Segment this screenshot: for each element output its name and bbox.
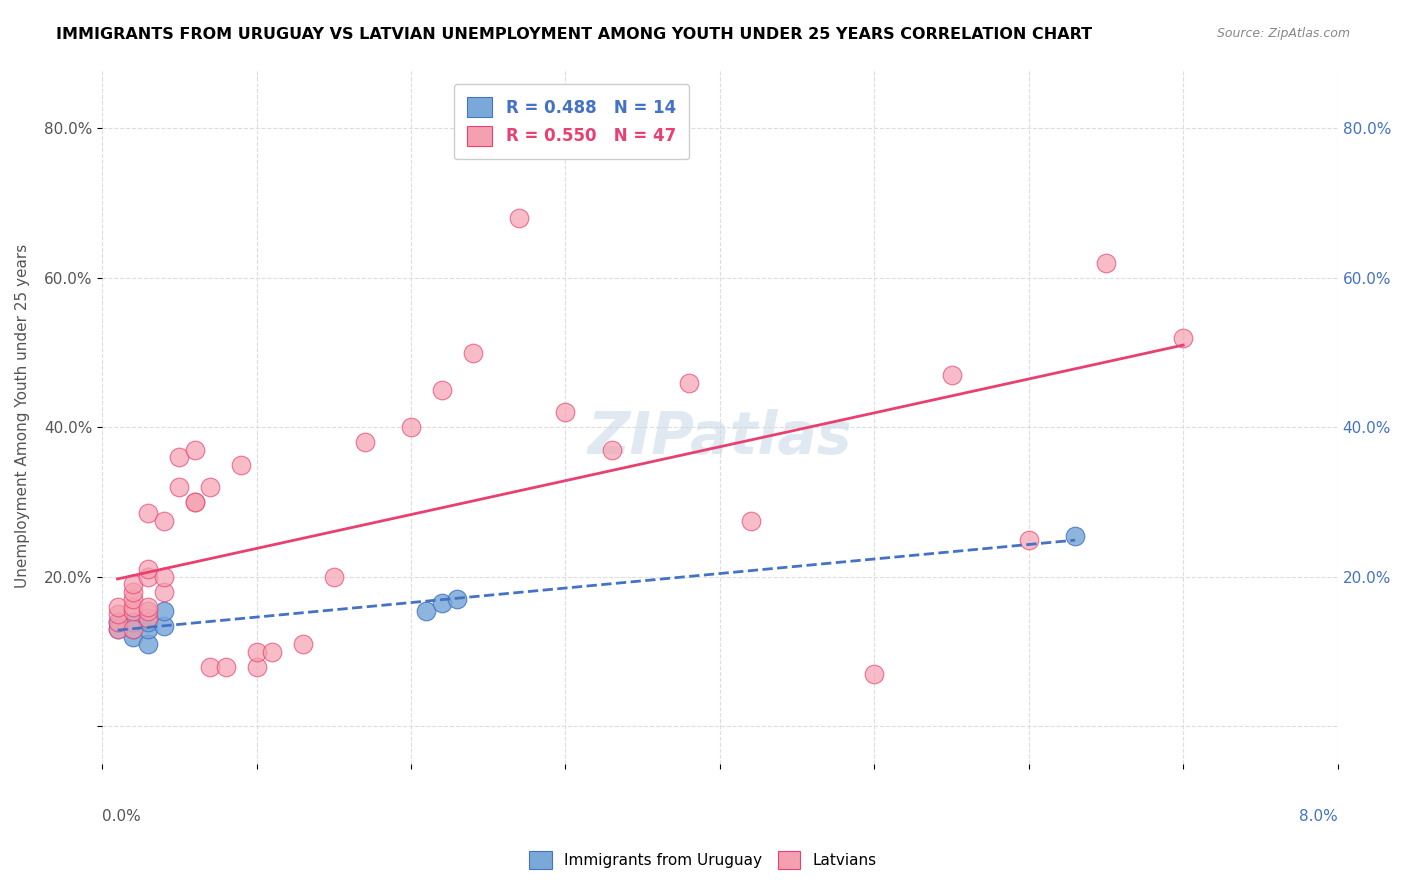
Point [138, 603, 160, 617]
Point [184, 442, 207, 457]
Point [740, 514, 762, 528]
Point [107, 622, 129, 636]
Point [138, 599, 160, 614]
Point [554, 405, 576, 419]
Point [107, 607, 129, 622]
Point [107, 599, 129, 614]
Point [153, 585, 176, 599]
Point [399, 420, 422, 434]
Point [138, 562, 160, 576]
Point [941, 368, 963, 382]
Point [184, 495, 207, 509]
Point [245, 645, 267, 659]
Point [508, 211, 530, 225]
Point [215, 659, 238, 673]
Point [138, 507, 160, 521]
Point [600, 442, 623, 457]
Point [138, 570, 160, 584]
Point [184, 495, 207, 509]
Point [1064, 529, 1087, 543]
Point [415, 603, 437, 617]
Point [122, 592, 145, 607]
Point [122, 615, 145, 629]
Point [229, 458, 252, 472]
Point [1095, 256, 1118, 270]
Point [122, 599, 145, 614]
Point [122, 630, 145, 644]
Point [153, 514, 176, 528]
Point [153, 603, 176, 617]
Y-axis label: Unemployment Among Youth under 25 years: Unemployment Among Youth under 25 years [15, 244, 30, 589]
Point [678, 376, 700, 390]
Point [461, 345, 484, 359]
Point [446, 592, 468, 607]
Point [200, 480, 222, 494]
Text: IMMIGRANTS FROM URUGUAY VS LATVIAN UNEMPLOYMENT AMONG YOUTH UNDER 25 YEARS CORRE: IMMIGRANTS FROM URUGUAY VS LATVIAN UNEMP… [56, 27, 1092, 42]
Point [1018, 533, 1040, 547]
Point [322, 570, 344, 584]
Point [169, 450, 191, 465]
Point [122, 622, 145, 636]
Point [138, 615, 160, 629]
Point [107, 622, 129, 636]
Point [200, 659, 222, 673]
Point [430, 383, 453, 397]
Text: Source: ZipAtlas.com: Source: ZipAtlas.com [1216, 27, 1350, 40]
Point [122, 603, 145, 617]
Point [353, 435, 375, 450]
Point [122, 585, 145, 599]
Point [153, 618, 176, 632]
Point [122, 577, 145, 591]
Point [245, 659, 267, 673]
Point [169, 480, 191, 494]
Text: 8.0%: 8.0% [1299, 809, 1337, 824]
Point [430, 596, 453, 610]
Point [138, 611, 160, 625]
Legend: R = 0.488   N = 14, R = 0.550   N = 47: R = 0.488 N = 14, R = 0.550 N = 47 [454, 84, 689, 160]
Point [138, 622, 160, 636]
Point [107, 615, 129, 629]
Point [863, 667, 886, 681]
Point [260, 645, 283, 659]
Point [153, 570, 176, 584]
Text: 0.0%: 0.0% [103, 809, 141, 824]
Point [107, 615, 129, 629]
Legend: Immigrants from Uruguay, Latvians: Immigrants from Uruguay, Latvians [523, 845, 883, 875]
Point [291, 637, 314, 651]
Text: ZIPatlas: ZIPatlas [588, 409, 852, 466]
Point [1173, 331, 1195, 345]
Point [138, 637, 160, 651]
Point [122, 622, 145, 636]
